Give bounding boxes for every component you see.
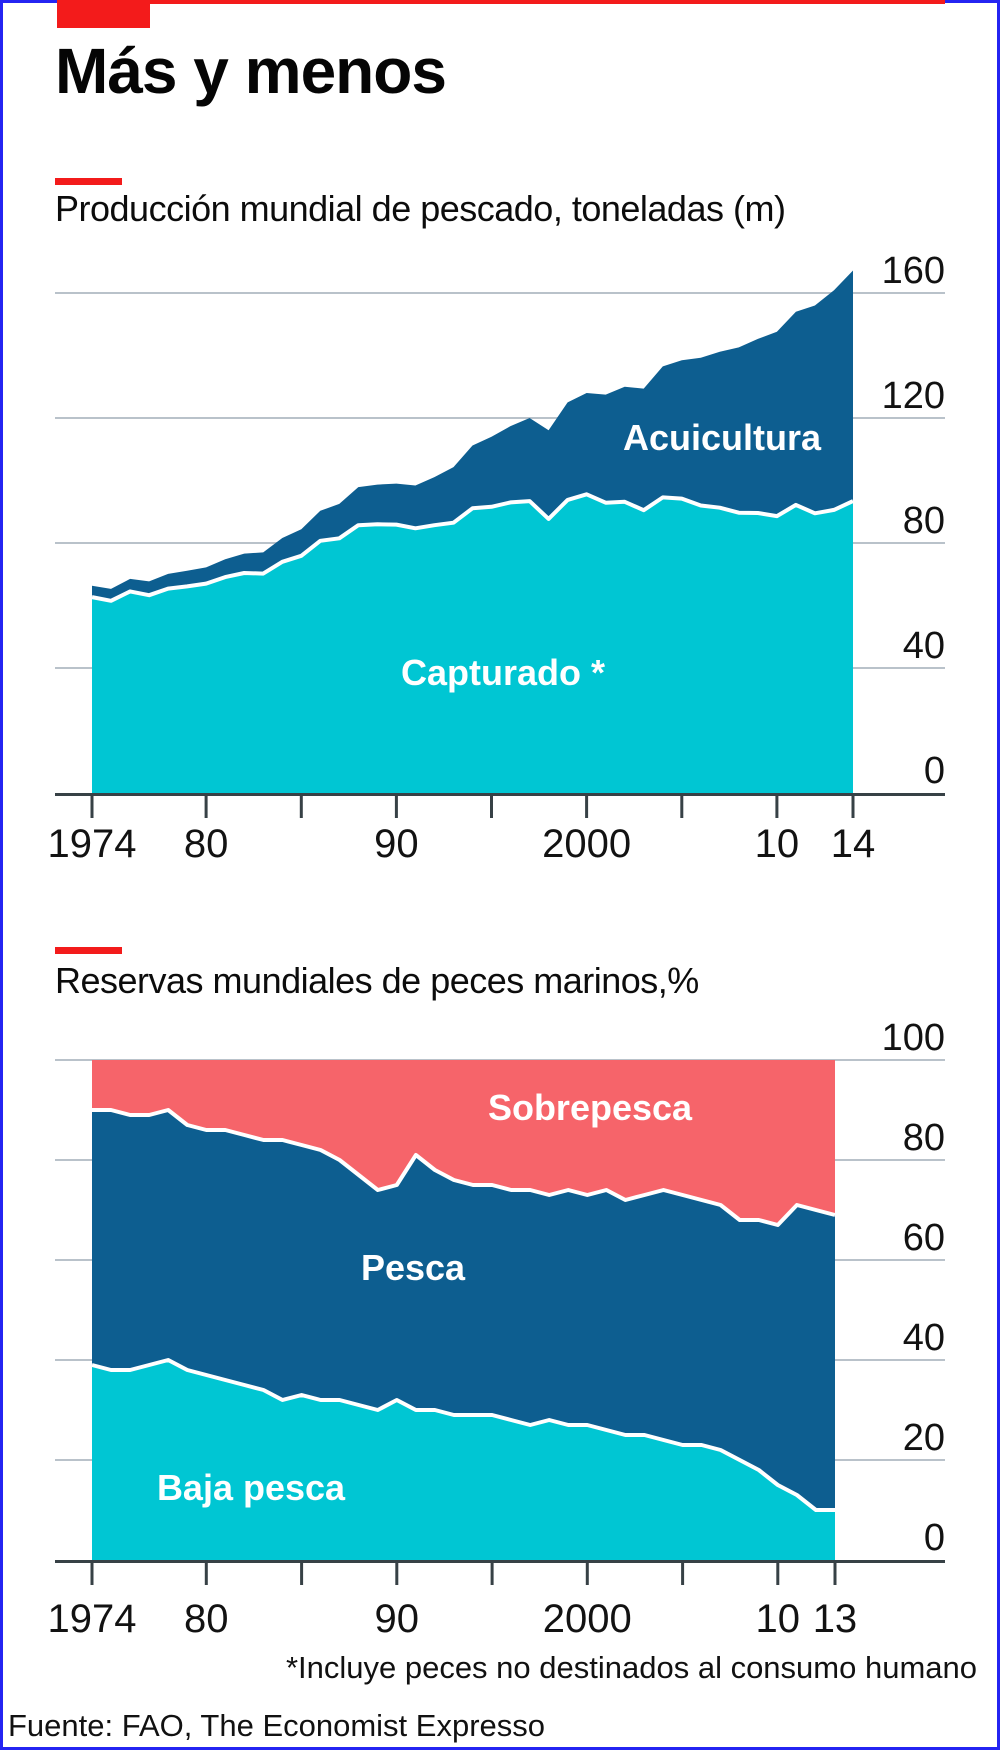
y-label-0: 0 (924, 750, 945, 792)
x-label-2013: 13 (813, 1597, 858, 1641)
x-label-1980: 80 (184, 822, 229, 866)
x-label-2000: 2000 (543, 1597, 632, 1641)
y-label-80: 80 (903, 500, 945, 542)
y-label-40: 40 (903, 1317, 945, 1359)
series-label-capturado-: Capturado * (401, 652, 605, 693)
area-baja-pesca (92, 1360, 835, 1560)
y-label-40: 40 (903, 625, 945, 667)
y-label-120: 120 (882, 375, 945, 417)
series-boundary-1 (92, 1108, 836, 1227)
y-label-160: 160 (882, 250, 945, 292)
series-label-pesca: Pesca (361, 1247, 466, 1288)
area-capturado- (92, 494, 853, 793)
y-label-20: 20 (903, 1417, 945, 1459)
x-label-1974: 1974 (48, 822, 137, 866)
y-label-0: 0 (924, 1517, 945, 1559)
y-label-80: 80 (903, 1117, 945, 1159)
chart1-kicker-bar (55, 178, 122, 185)
series-boundary-0 (91, 1358, 835, 1512)
x-label-1980: 80 (184, 1597, 229, 1641)
chart1-subtitle: Producción mundial de pescado, toneladas… (55, 188, 786, 229)
y-label-100: 100 (882, 1017, 945, 1059)
series-label-baja-pesca: Baja pesca (157, 1467, 346, 1508)
header-accent-line (150, 0, 945, 4)
x-label-2014: 14 (831, 822, 876, 866)
chart2-subtitle: Reservas mundiales de peces marinos,% (55, 960, 699, 1001)
x-label-1974: 1974 (48, 1597, 137, 1641)
header-accent-block (57, 0, 150, 28)
series-label-acuicultura: Acuicultura (623, 417, 822, 458)
chart-footnote: *Incluye peces no destinados al consumo … (285, 1650, 977, 1685)
y-label-60: 60 (903, 1217, 945, 1259)
x-label-1990: 90 (374, 822, 419, 866)
source-credit: Fuente: FAO, The Economist Expresso (8, 1708, 546, 1743)
page-title: Más y menos (55, 35, 447, 107)
chart2-kicker-bar (55, 947, 122, 954)
x-label-2010: 10 (756, 1597, 801, 1641)
series-boundary-0 (91, 492, 854, 603)
x-label-2010: 10 (755, 822, 800, 866)
x-label-1990: 90 (375, 1597, 420, 1641)
x-label-2000: 2000 (542, 822, 631, 866)
series-label-sobrepesca: Sobrepesca (488, 1087, 693, 1128)
